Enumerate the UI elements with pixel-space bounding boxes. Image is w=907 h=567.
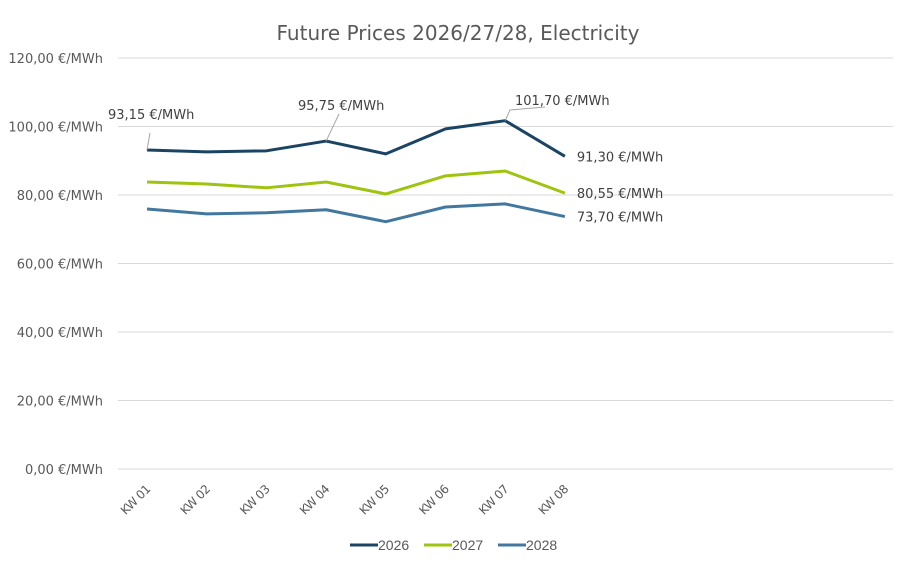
x-tick-label: KW 03 [237, 482, 272, 517]
x-tick-label: KW 07 [476, 482, 511, 517]
data-label: 101,70 €/MWh [515, 94, 610, 109]
legend: 2026 2027 2028 [350, 537, 557, 553]
y-axis-ticks: 0,00 €/MWh 20,00 €/MWh 40,00 €/MWh 60,00 €/… [8, 52, 103, 478]
x-tick-label: KW 05 [357, 482, 392, 517]
data-label: 80,55 €/MWh [577, 187, 663, 202]
y-tick-label: 120,00 €/MWh [8, 52, 103, 67]
gridlines [118, 57, 893, 470]
leader-line [146, 132, 151, 151]
series-lines [146, 119, 566, 224]
data-label: 95,75 €/MWh [298, 99, 384, 114]
y-tick-label: 100,00 €/MWh [8, 121, 103, 136]
x-tick-label: KW 04 [297, 482, 332, 517]
data-labels: 93,15 €/MWh 95,75 €/MWh 101,70 €/MWh 91,30 … [108, 94, 663, 226]
legend-label: 2027 [452, 537, 483, 553]
x-tick-label: KW 08 [536, 482, 571, 517]
y-tick-label: 0,00 €/MWh [25, 463, 103, 478]
legend-item-2026[interactable]: 2026 [350, 537, 409, 553]
data-label: 93,15 €/MWh [108, 108, 194, 123]
legend-label: 2028 [526, 537, 557, 553]
leader-line [504, 106, 546, 121]
chart-title: Future Prices 2026/27/28, Electricity [277, 21, 640, 45]
x-tick-label: KW 02 [178, 482, 213, 517]
x-tick-label: KW 01 [118, 482, 153, 517]
legend-label: 2026 [378, 537, 409, 553]
y-tick-label: 80,00 €/MWh [17, 189, 103, 204]
y-tick-label: 60,00 €/MWh [17, 258, 103, 273]
x-axis-ticks: KW 01 KW 02 KW 03 KW 04 KW 05 KW 06 KW 07 KW 08 [118, 482, 571, 517]
y-tick-label: 40,00 €/MWh [17, 326, 103, 341]
x-tick-label: KW 06 [416, 482, 451, 517]
data-label: 91,30 €/MWh [577, 150, 663, 165]
series-line-2027 [146, 169, 566, 196]
y-tick-label: 20,00 €/MWh [17, 395, 103, 410]
legend-item-2028[interactable]: 2028 [498, 537, 557, 553]
legend-item-2027[interactable]: 2027 [424, 537, 483, 553]
series-line-2028 [146, 202, 566, 224]
data-label: 73,70 €/MWh [577, 211, 663, 226]
series-line-2026 [146, 119, 566, 158]
leader-line [325, 113, 340, 142]
